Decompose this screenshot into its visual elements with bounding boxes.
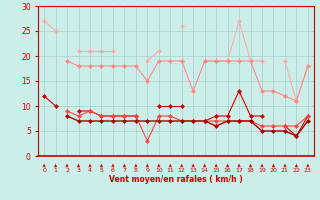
X-axis label: Vent moyen/en rafales ( km/h ): Vent moyen/en rafales ( km/h ) bbox=[109, 175, 243, 184]
